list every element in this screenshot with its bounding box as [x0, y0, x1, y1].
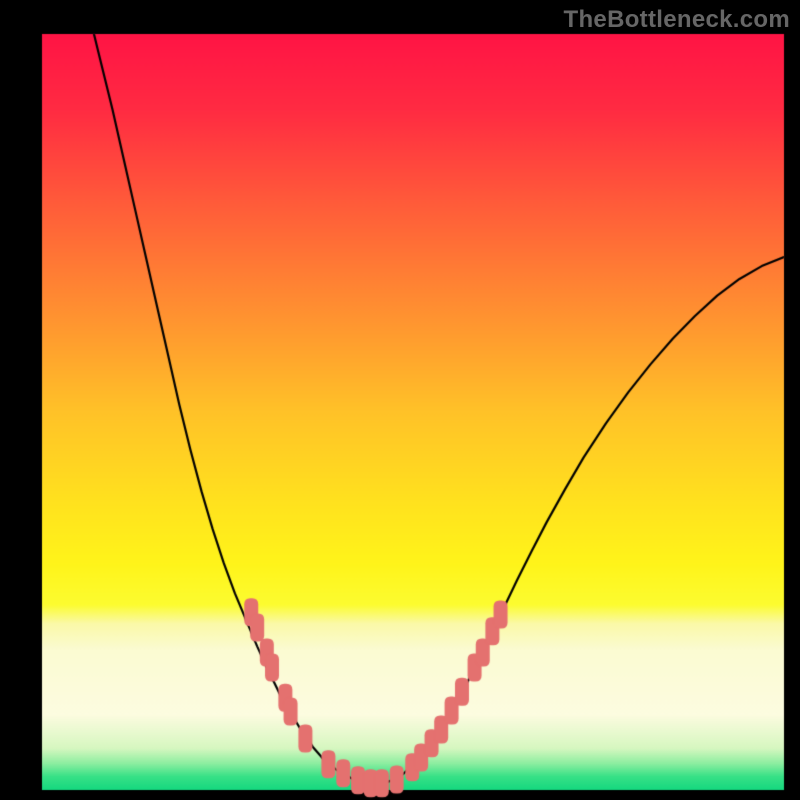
curve-markers: [0, 0, 800, 800]
chart-container: TheBottleneck.com: [0, 0, 800, 800]
watermark-text: TheBottleneck.com: [564, 6, 790, 34]
